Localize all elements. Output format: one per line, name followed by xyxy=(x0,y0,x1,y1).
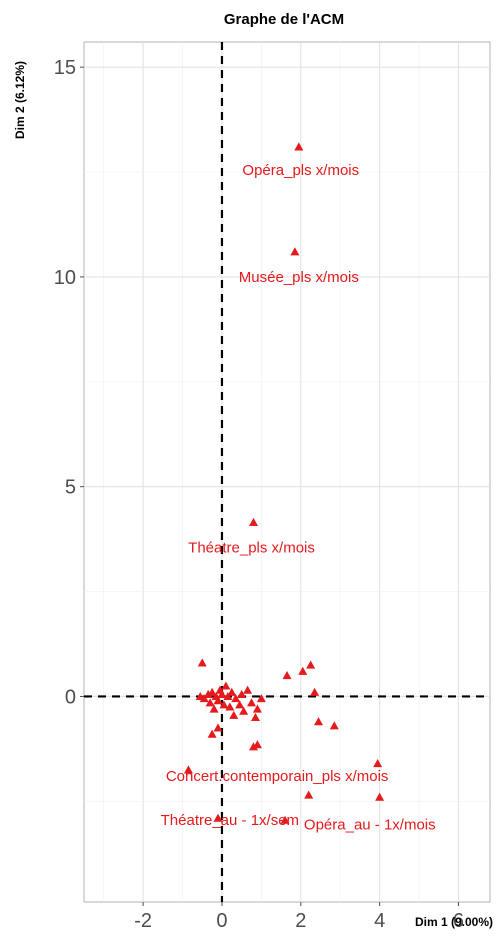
points-layer xyxy=(183,142,385,824)
point-label: Théatre_pls x/mois xyxy=(188,540,315,557)
data-point xyxy=(280,815,290,824)
data-point xyxy=(183,765,193,774)
x-axis-title: Dim 1 (9.00%) xyxy=(415,915,493,929)
data-point xyxy=(227,687,237,696)
x-tick-label: 0 xyxy=(216,910,227,932)
data-point xyxy=(329,721,339,730)
labeled-data-point xyxy=(290,247,300,256)
point-label: Opéra_au - 1x/mois xyxy=(304,816,436,833)
chart-title: Graphe de l'ACM xyxy=(224,11,344,28)
y-tick-label: 0 xyxy=(65,686,76,708)
data-point xyxy=(256,694,266,703)
data-point xyxy=(207,687,217,696)
data-point xyxy=(252,704,262,713)
data-point xyxy=(310,687,320,696)
y-axis-title: Dim 2 (6.12%) xyxy=(13,61,27,139)
x-tick-label: 4 xyxy=(374,910,385,932)
data-point xyxy=(219,700,229,709)
point-labels-layer: Opéra_pls x/mois Musée_pls x/mois Théatre_… xyxy=(161,162,436,833)
data-point xyxy=(314,717,324,726)
point-label: Musée_pls x/mois xyxy=(239,269,359,286)
labeled-data-point xyxy=(373,759,383,768)
data-point xyxy=(237,689,247,698)
y-tick-label: 10 xyxy=(54,267,76,289)
point-label: Opéra_pls x/mois xyxy=(242,162,359,179)
labeled-data-point xyxy=(375,792,385,801)
data-point xyxy=(248,742,258,751)
labeled-data-point xyxy=(248,517,258,526)
x-tick-label: 6 xyxy=(453,910,464,932)
data-point xyxy=(203,689,213,698)
data-point xyxy=(298,666,308,675)
data-point xyxy=(225,702,235,711)
data-point xyxy=(213,696,223,705)
data-point xyxy=(205,698,215,707)
data-point xyxy=(229,710,239,719)
data-point xyxy=(217,689,227,698)
data-point xyxy=(250,712,260,722)
data-point xyxy=(252,740,262,749)
data-point xyxy=(199,694,209,703)
data-point xyxy=(207,729,217,738)
data-point xyxy=(282,670,292,680)
data-point xyxy=(306,660,316,669)
axis-ticks: -2 0 2 4 6 0 5 10 15 xyxy=(54,57,464,932)
labeled-data-point xyxy=(294,142,304,151)
reference-lines xyxy=(84,42,490,902)
data-point xyxy=(223,691,233,701)
data-point xyxy=(247,698,257,707)
data-point xyxy=(239,706,249,715)
grid-lines xyxy=(84,42,490,902)
plot-panel xyxy=(83,41,491,903)
y-tick-label: 5 xyxy=(65,477,76,499)
labeled-data-point xyxy=(304,790,314,799)
data-point xyxy=(197,658,207,667)
data-point xyxy=(213,813,223,822)
x-tick-label: -2 xyxy=(134,910,152,932)
data-point xyxy=(209,704,219,713)
data-point xyxy=(221,681,231,690)
x-tick-label: 2 xyxy=(295,910,306,932)
data-point xyxy=(213,723,223,732)
point-label: Concert.contemporain_pls x/mois xyxy=(166,768,389,785)
data-point xyxy=(243,685,253,694)
y-tick-label: 15 xyxy=(54,57,76,79)
data-point xyxy=(231,694,241,703)
point-label: Théatre_au - 1x/sem xyxy=(161,812,299,829)
data-point xyxy=(235,700,245,709)
